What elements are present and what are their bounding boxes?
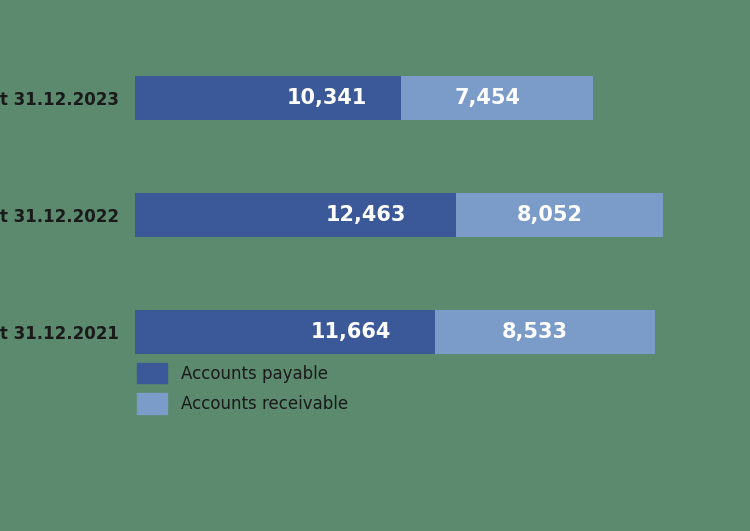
Bar [401,76,593,120]
Text: 8,533: 8,533 [502,322,568,342]
Text: 8,052: 8,052 [517,205,583,225]
Text: 7,454: 7,454 [454,88,520,108]
Text: 10,341: 10,341 [286,88,367,108]
Legend: Accounts payable, Accounts receivable: Accounts payable, Accounts receivable [137,363,348,414]
Bar [135,76,401,120]
Text: 11,664: 11,664 [311,322,392,342]
Bar [135,310,436,355]
Text: 12,463: 12,463 [326,205,406,225]
Bar [135,193,456,237]
Bar [436,310,656,355]
Bar [456,193,664,237]
